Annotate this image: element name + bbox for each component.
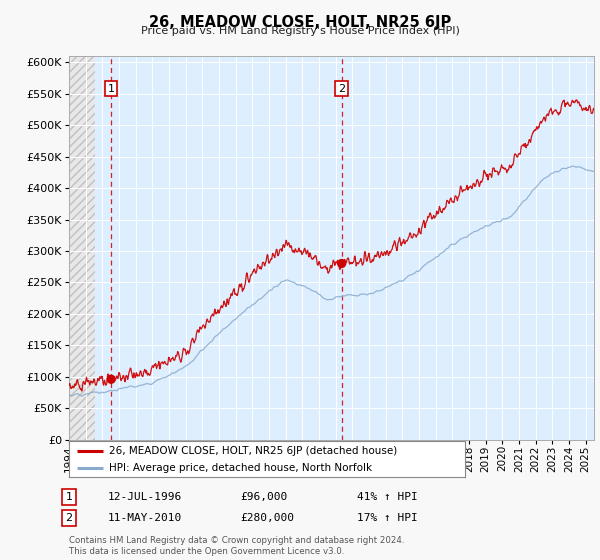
Text: HPI: Average price, detached house, North Norfolk: HPI: Average price, detached house, Nort… (109, 463, 372, 473)
Text: 2: 2 (338, 83, 345, 94)
Text: Contains HM Land Registry data © Crown copyright and database right 2024.
This d: Contains HM Land Registry data © Crown c… (69, 536, 404, 556)
Text: 17% ↑ HPI: 17% ↑ HPI (357, 513, 418, 523)
Text: 41% ↑ HPI: 41% ↑ HPI (357, 492, 418, 502)
Text: 2: 2 (65, 513, 73, 523)
Text: 1: 1 (107, 83, 115, 94)
Text: 26, MEADOW CLOSE, HOLT, NR25 6JP (detached house): 26, MEADOW CLOSE, HOLT, NR25 6JP (detach… (109, 446, 397, 455)
Text: £96,000: £96,000 (240, 492, 287, 502)
Point (106, 375, 116, 384)
Bar (69, 56, 95, 440)
Text: 26, MEADOW CLOSE, HOLT, NR25 6JP: 26, MEADOW CLOSE, HOLT, NR25 6JP (149, 15, 451, 30)
Text: Price paid vs. HM Land Registry's House Price Index (HPI): Price paid vs. HM Land Registry's House … (140, 26, 460, 36)
Text: 12-JUL-1996: 12-JUL-1996 (108, 492, 182, 502)
Text: 1: 1 (65, 492, 73, 502)
Text: £280,000: £280,000 (240, 513, 294, 523)
Point (337, 259, 346, 268)
Text: 11-MAY-2010: 11-MAY-2010 (108, 513, 182, 523)
